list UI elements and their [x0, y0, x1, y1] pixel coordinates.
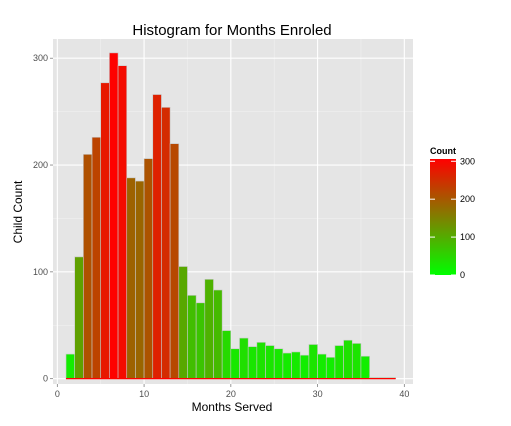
- y-tick-label: 0: [43, 374, 48, 384]
- x-tick-label: 40: [399, 389, 409, 399]
- chart-title: Histogram for Months Enroled: [132, 22, 331, 39]
- histogram-bar: [126, 177, 136, 379]
- legend-title: Count: [430, 146, 456, 156]
- histogram-bar: [143, 158, 154, 379]
- histogram-bar: [265, 345, 275, 379]
- y-tick-label: 100: [33, 267, 48, 277]
- histogram-bar: [65, 353, 75, 379]
- histogram-bar: [239, 337, 249, 379]
- histogram-bar: [187, 295, 197, 379]
- histogram-bar: [117, 65, 128, 379]
- color-legend: Count 0 100 200 300: [430, 146, 475, 280]
- histogram-bar: [317, 353, 327, 379]
- histogram-bar: [169, 143, 180, 379]
- x-tick-label: 20: [226, 389, 236, 399]
- legend-break-label: 0: [460, 270, 465, 280]
- legend-color-bar: [430, 159, 456, 275]
- legend-break-label: 100: [460, 232, 475, 242]
- histogram-bars: [65, 52, 396, 380]
- y-axis-title: Child Count: [11, 180, 25, 243]
- histogram-bar: [351, 343, 362, 379]
- histogram-bar: [152, 94, 162, 379]
- axes: 0 10 20 30 40 0 100 200 300: [33, 53, 409, 399]
- histogram-bar: [291, 351, 301, 379]
- histogram-bar: [308, 344, 318, 379]
- histogram-bar: [273, 348, 284, 379]
- histogram-bar: [135, 180, 145, 379]
- x-tick-label: 0: [55, 389, 60, 399]
- legend-break-label: 200: [460, 194, 475, 204]
- grid-lines: [53, 39, 413, 384]
- y-tick-label: 300: [33, 53, 48, 63]
- histogram-bar: [334, 345, 344, 379]
- histogram-bar: [325, 356, 336, 379]
- histogram-bar: [109, 52, 119, 379]
- histogram-bar: [91, 136, 102, 379]
- histogram-bar: [178, 266, 188, 379]
- x-tick-label: 10: [139, 389, 149, 399]
- histogram-bar: [74, 256, 84, 379]
- x-tick-label: 30: [313, 389, 323, 399]
- histogram-bar: [256, 342, 266, 379]
- histogram-bar: [230, 348, 240, 379]
- histogram-bar: [360, 355, 370, 379]
- x-axis-title: Months Served: [192, 400, 273, 414]
- histogram-bar: [299, 354, 310, 379]
- y-tick-label: 200: [33, 160, 48, 170]
- histogram-bar: [343, 339, 353, 379]
- histogram-bar: [282, 352, 292, 379]
- legend-ticks: 0 100 200 300: [430, 156, 475, 280]
- histogram-bar: [100, 82, 110, 379]
- legend-break-label: 300: [460, 156, 475, 166]
- histogram-bar: [161, 107, 171, 379]
- histogram-bar: [221, 330, 232, 379]
- histogram-bar: [204, 279, 214, 379]
- histogram-bar: [247, 346, 258, 379]
- histogram-bar: [195, 302, 206, 379]
- histogram-bar: [213, 289, 223, 379]
- histogram-bar: [83, 154, 93, 379]
